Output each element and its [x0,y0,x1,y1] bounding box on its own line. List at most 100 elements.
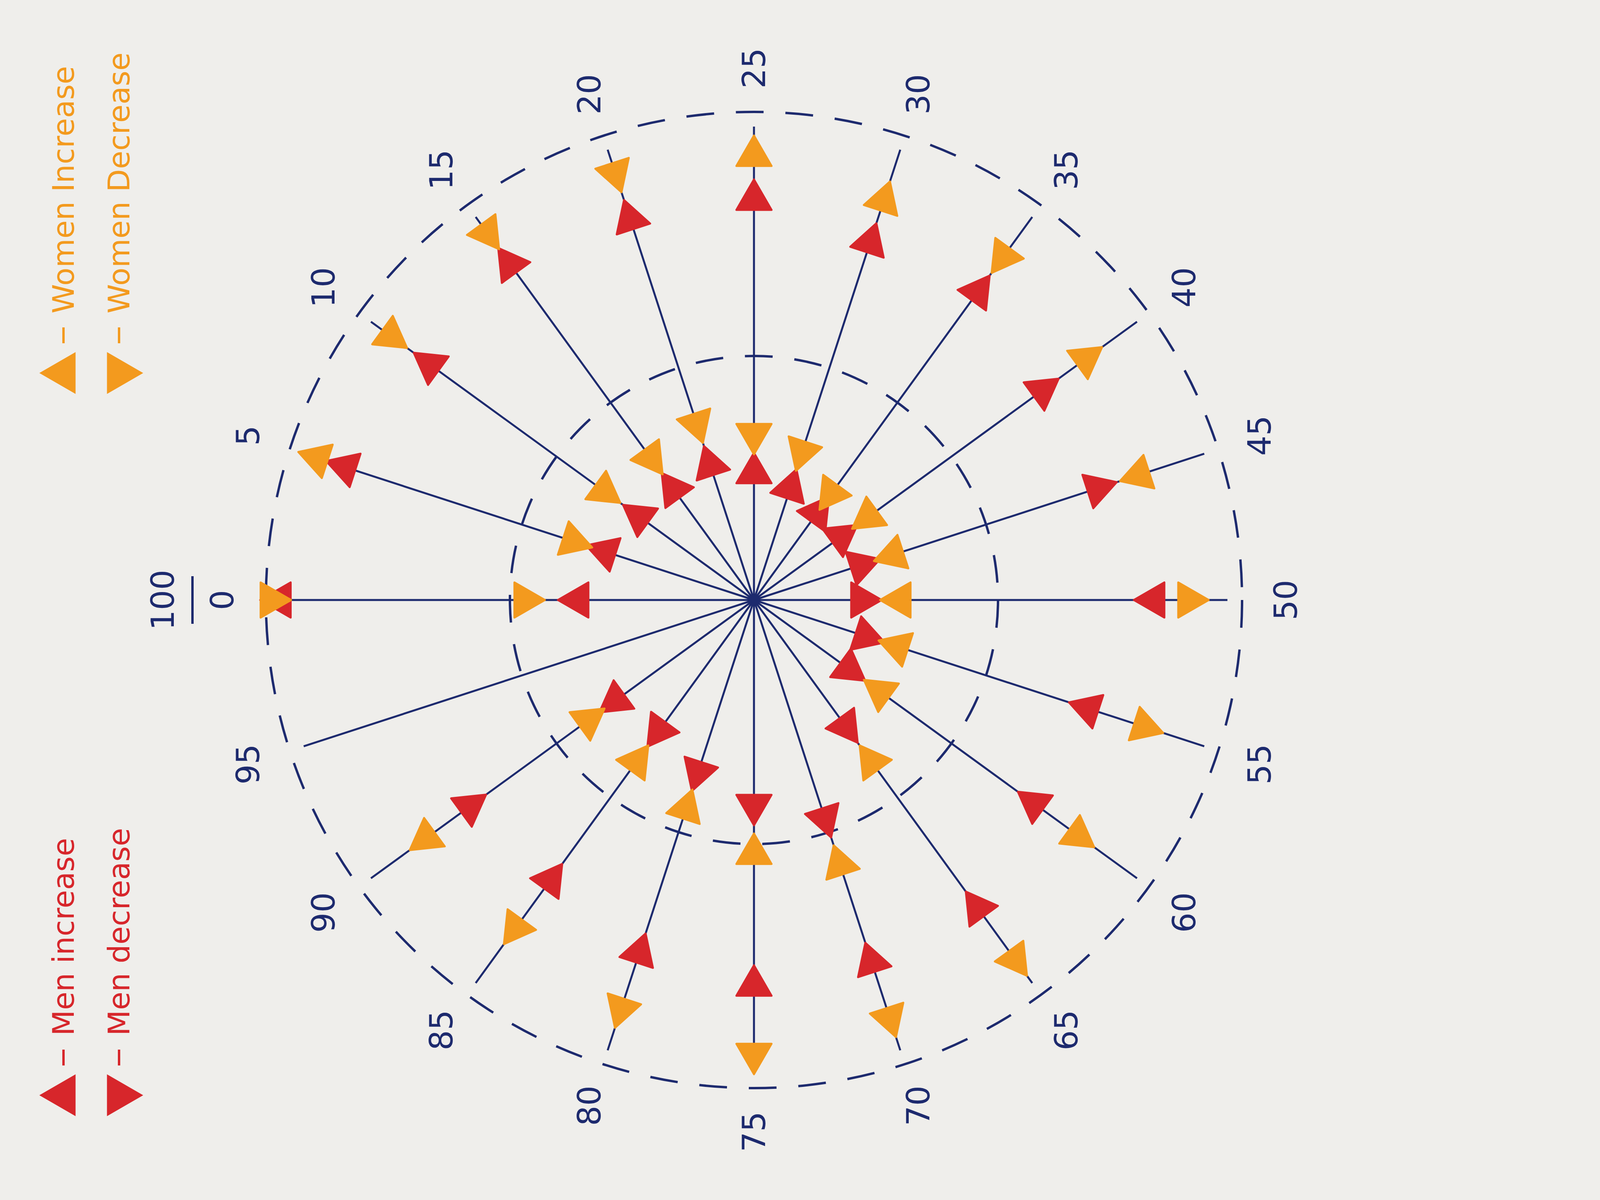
triangle-marker [489,909,537,955]
triangle-marker [868,534,909,578]
triangle-marker [467,214,514,260]
legend-dash [62,1049,65,1066]
x-axis: 0510152025303540455055606570758085909510… [144,48,1305,1152]
triangle-marker [1007,777,1053,824]
triangle-marker [1082,465,1123,509]
triangle-marker [736,179,772,210]
triangle-marker [845,735,893,781]
triangle-marker [736,452,772,484]
x-tick-label: 20 [571,74,608,115]
spoke-grid-line [607,600,754,1051]
tick-separator [191,576,194,624]
spoke-grid-line [753,600,1033,983]
spoke-grid-line [475,600,754,983]
triangle-marker [863,176,907,216]
spoke-grid-line [753,321,1137,600]
legend: Men increaseMen decreaseWomen IncreaseWo… [40,52,142,1115]
triangle-marker [736,135,772,167]
spoke-grid-line [753,600,901,1051]
triangle-marker [619,928,663,968]
triangle-marker [957,265,1004,311]
triangle-marker [869,1002,913,1043]
legend-dash [117,1049,121,1066]
x-tick-label: 35 [1048,149,1085,191]
triangle-marker [530,853,577,899]
triangle-marker [585,470,631,518]
x-tick-label: 15 [423,149,460,191]
triangle-marker [1128,706,1169,750]
spoke-grid-line [753,217,1033,600]
triangle-marker [1133,582,1165,618]
x-tick-label: 85 [423,1009,460,1051]
triangle-marker [850,217,894,258]
x-tick-label: 95 [229,744,267,785]
triangle-marker [1178,582,1209,618]
legend-marker [107,353,142,393]
center-dot [747,593,761,607]
triangle-marker [853,665,899,712]
triangle-marker [770,463,814,504]
legend-label: Women Increase [46,65,81,314]
triangle-marker [675,756,718,797]
triangle-marker [1067,332,1113,380]
x-tick-label: 80 [571,1085,608,1127]
x-tick-label: 55 [1241,744,1279,785]
triangle-marker [612,490,658,537]
triangle-marker [399,817,445,865]
x-tick-label: 90 [305,892,343,933]
legend-marker [40,353,75,393]
triangle-marker [736,1043,772,1075]
triangle-marker [805,475,852,521]
triangle-marker [845,542,886,586]
x-tick-label: 30 [900,74,937,115]
triangle-marker [557,582,589,618]
triangle-marker [616,735,663,781]
triangle-marker [951,881,999,927]
triangle-marker [607,194,650,235]
triangle-marker [260,582,292,618]
grid [265,111,1243,1089]
triangle-marker [630,439,677,485]
chart-svg: 0510152025303540455055606570758085909510… [0,0,1600,1200]
triangle-marker [1063,685,1104,729]
spoke-grid-line [607,149,754,600]
series [260,179,1123,843]
legend-marker [40,1075,75,1115]
spoke-grid-line [475,217,754,600]
triangle-marker [666,784,710,824]
marks [260,135,1209,1075]
x-tick-label: 65 [1048,1009,1085,1051]
triangle-marker [676,408,720,449]
x-tick-label: 100 [144,569,182,631]
triangle-marker [598,993,642,1033]
triangle-marker [595,157,639,198]
triangle-marker [736,833,772,864]
triangle-marker [994,940,1042,987]
background [0,0,1600,1200]
triangle-marker [736,794,772,826]
triangle-marker [848,937,892,977]
triangle-marker [977,238,1024,284]
triangle-marker [292,435,333,479]
spoke-grid-line [371,600,754,879]
legend-marker [107,1075,142,1115]
x-tick-label: 70 [900,1085,937,1127]
x-tick-label: 10 [305,267,343,308]
x-tick-label: 50 [1267,579,1305,621]
triangle-marker [841,496,887,543]
spoke-grid-line [371,321,754,600]
triangle-marker [687,440,731,481]
triangle-marker [260,582,291,618]
triangle-marker [1059,815,1105,862]
legend-label: Women Decrease [101,52,137,314]
legend-label: Men decrease [101,827,137,1036]
triangle-marker [451,780,497,827]
triangle-marker [805,803,849,843]
x-tick-label: 40 [1165,267,1203,308]
x-tick-label: 75 [735,1111,773,1152]
x-tick-label: 45 [1241,415,1279,456]
triangle-marker [557,521,598,565]
triangle-marker [580,528,621,572]
x-tick-label: 5 [229,425,267,446]
spoke-grid-line [753,453,1205,600]
